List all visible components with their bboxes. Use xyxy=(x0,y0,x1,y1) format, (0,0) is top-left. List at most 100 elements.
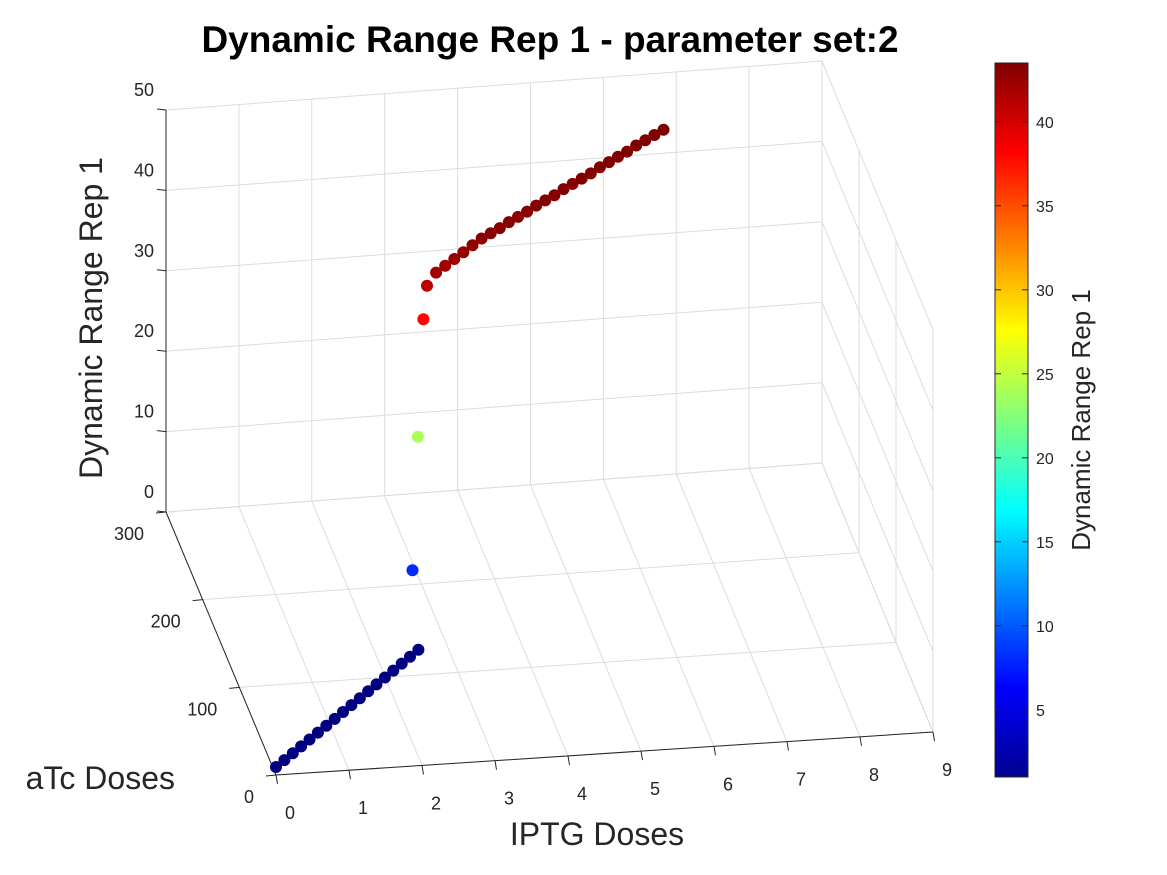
data-point-low xyxy=(362,685,375,698)
data-point-low xyxy=(404,650,416,663)
data-point-high xyxy=(493,222,506,235)
data-point-high xyxy=(430,266,443,279)
data-point-high xyxy=(502,216,515,229)
data-point-high xyxy=(557,183,570,196)
data-point-low xyxy=(337,706,349,718)
side-wall-grid-line xyxy=(821,302,934,572)
data-point-high xyxy=(593,161,606,174)
back-wall-grid-line xyxy=(165,60,823,111)
z-tick-label: 20 xyxy=(134,321,154,341)
data-point-low xyxy=(278,754,291,767)
data-point-high xyxy=(475,232,488,245)
x-tick-mark xyxy=(859,736,862,746)
data-point-high xyxy=(648,129,661,141)
data-point-high xyxy=(548,189,561,202)
colorbar-tick-label: 10 xyxy=(1036,619,1054,636)
side-wall-grid-line xyxy=(821,462,934,733)
data-point-low xyxy=(270,761,282,773)
data-point-low xyxy=(286,747,299,760)
data-point-high xyxy=(466,239,479,252)
x-tick-mark xyxy=(713,746,716,756)
colorbar-tick-label: 5 xyxy=(1036,703,1045,720)
z-tick-label: 50 xyxy=(134,80,154,100)
colorbar-tick-label: 25 xyxy=(1036,367,1054,384)
data-point-high xyxy=(512,210,524,223)
data-point-high xyxy=(439,259,452,272)
colorbar-tick-label: 40 xyxy=(1036,115,1054,132)
data-point-high xyxy=(612,150,624,163)
z-tick-mark xyxy=(156,108,167,111)
x-tick-label: 5 xyxy=(650,779,660,799)
data-point-transition xyxy=(406,564,419,577)
data-point-low xyxy=(345,699,358,712)
y-tick-mark xyxy=(265,774,277,777)
y-tick-mark xyxy=(192,599,203,602)
data-point-low xyxy=(412,643,425,656)
colorbar-tick-label: 20 xyxy=(1036,451,1054,468)
data-point-high xyxy=(539,194,552,207)
data-point-high xyxy=(457,246,470,259)
colorbar-ticks: 5 10 15 20 25 30 35 40 xyxy=(995,115,1054,720)
data-point-low xyxy=(387,664,400,677)
x-tick-label: 1 xyxy=(358,798,368,818)
z-tick-mark xyxy=(156,510,167,513)
y-tick-mark xyxy=(229,686,240,689)
back-wall-grid-line xyxy=(165,382,823,433)
back-wall-grid-line xyxy=(165,462,823,513)
data-point-low xyxy=(378,671,391,684)
data-point-low xyxy=(320,719,333,732)
tick-labels: 0 1 2 3 4 5 6 7 8 9 0 100 200 300 0 10 20 30 40 50 xyxy=(114,80,952,823)
z-tick-mark xyxy=(156,430,167,433)
data-point-high xyxy=(603,156,615,169)
data-point-high xyxy=(621,145,634,158)
data-point-transition xyxy=(417,313,430,326)
z-tick-mark xyxy=(156,269,167,272)
floor-grid-line xyxy=(457,490,569,757)
side-wall-grid-line xyxy=(821,221,934,491)
data-point-high xyxy=(584,167,597,180)
z-tick-mark xyxy=(156,349,167,352)
x-tick-mark xyxy=(348,770,351,780)
data-point-high xyxy=(421,279,433,292)
data-point-transition xyxy=(411,430,424,443)
y-tick-label: 200 xyxy=(151,612,181,632)
x-tick-mark xyxy=(421,765,424,775)
data-point-high xyxy=(566,177,579,190)
x-axis-label: IPTG Doses xyxy=(510,816,684,852)
x-tick-mark xyxy=(275,774,278,785)
colorbar-tick-label: 15 xyxy=(1036,535,1054,552)
colorbar-tick-label: 35 xyxy=(1036,199,1054,216)
y-axis-line xyxy=(165,511,277,776)
data-point-high xyxy=(484,227,497,240)
back-wall-grid-line xyxy=(165,301,823,352)
floor-grid-line xyxy=(602,479,715,747)
x-tick-label: 4 xyxy=(577,784,587,804)
z-axis-label: Dynamic Range Rep 1 xyxy=(73,157,109,479)
x-tick-label: 2 xyxy=(431,793,441,813)
data-point-low xyxy=(370,678,383,691)
x-tick-mark xyxy=(932,731,935,742)
y-axis-label: aTc Doses xyxy=(26,760,175,796)
x-tick-label: 8 xyxy=(869,765,879,785)
floor-grid-line xyxy=(675,473,788,742)
x-tick-label: 3 xyxy=(504,789,514,809)
data-point-low xyxy=(353,692,366,705)
floor-grid-line xyxy=(384,495,496,761)
data-point-low xyxy=(303,733,316,746)
floor-grid-line xyxy=(202,552,860,601)
back-wall-grid-line xyxy=(165,221,823,272)
data-point-high xyxy=(575,172,588,185)
x-tick-mark xyxy=(567,755,570,765)
data-point-high xyxy=(530,199,543,212)
side-wall-grid-line xyxy=(821,382,934,652)
back-wall-grid-line xyxy=(165,140,823,191)
x-tick-mark xyxy=(640,751,643,761)
y-tick-label: 0 xyxy=(244,787,254,807)
data-point-high xyxy=(448,253,461,265)
side-wall-grid-line xyxy=(821,60,934,331)
x-tick-label: 6 xyxy=(723,774,733,794)
data-point-high xyxy=(657,123,670,136)
floor-grid-line xyxy=(748,468,861,737)
data-point-low xyxy=(328,712,341,725)
